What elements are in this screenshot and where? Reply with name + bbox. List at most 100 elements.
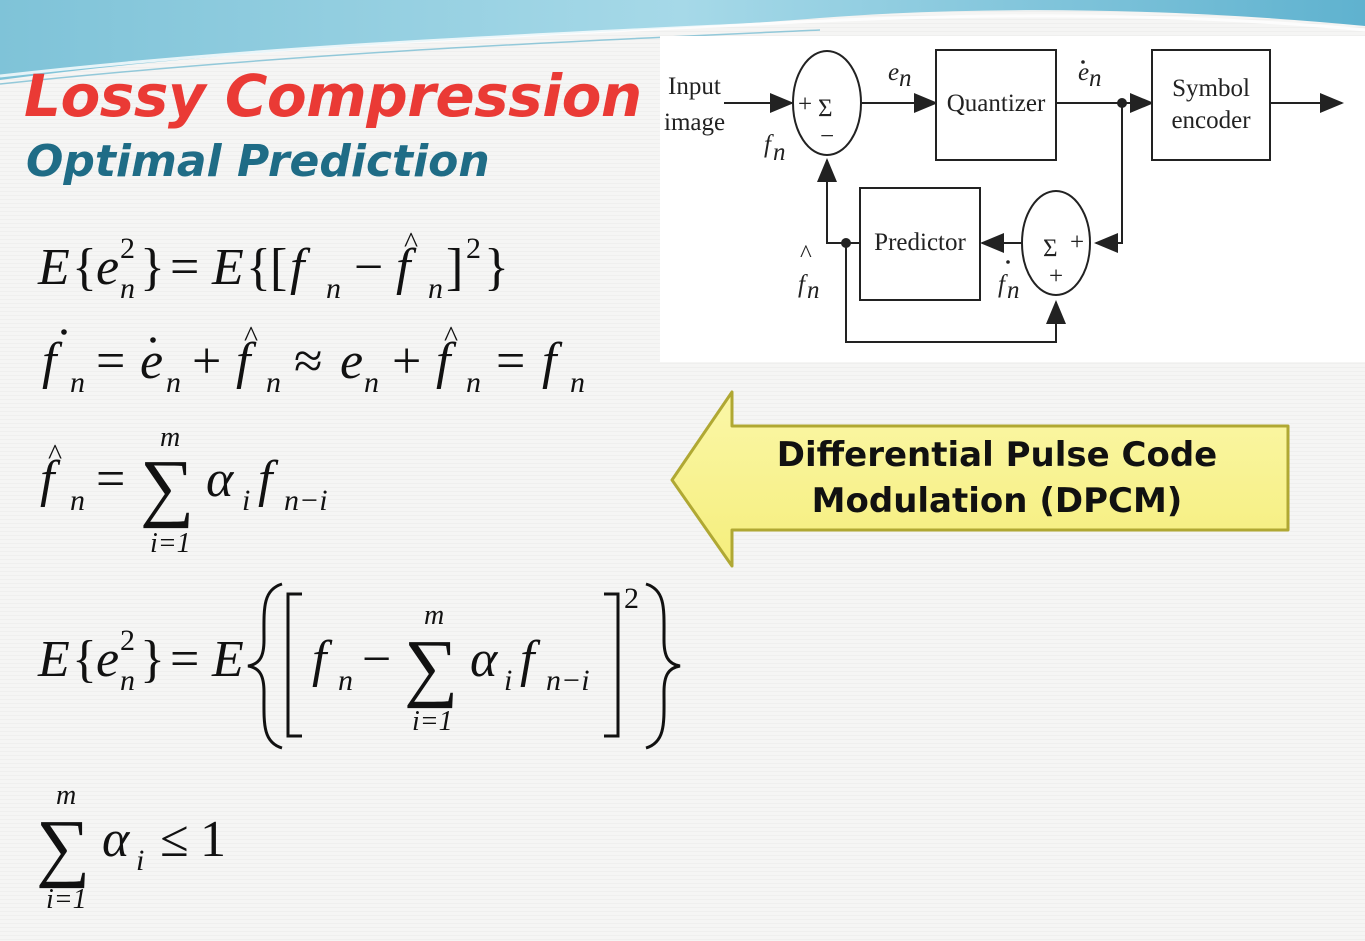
svg-text:n: n [807,277,820,304]
eq1-rbrace: } [140,239,165,296]
eq4-sup: 2 [120,624,135,657]
eq4-f-sub: n [338,664,353,697]
prediction-to-summer-arrow [817,158,846,244]
eq2-e: e [140,333,163,390]
dpcm-block-diagram: + Σ − Quantizer Symbol encoder Predictor… [660,36,1365,362]
label-f-dot-n: f n [998,260,1020,304]
eq4-sum-bottom: i=1 [412,706,453,737]
eq4-big-lbrack [286,592,302,738]
eq4-lbrace: { [72,631,97,688]
eq2-dot [61,329,67,335]
svg-text:n: n [1007,277,1020,304]
eq3-sum-bottom: i=1 [150,528,191,559]
eq3-alpha: α [206,451,235,508]
equation-reconstruction: f n = e n + f ^ n ≈ e n + f ^ n = f n [42,320,585,399]
svg-text:n: n [899,65,912,92]
eq5-one: 1 [200,811,226,868]
eq5-alpha: α [102,811,131,868]
eq2-plus: + [192,333,221,390]
eq5-sum-top: m [56,780,76,811]
eq4-f2-sub: n−i [546,664,590,697]
node-to-lower-summer-arrow [1094,103,1123,253]
eq2-edot [150,337,156,343]
eq4-alpha: α [470,631,499,688]
eq4-e: e [96,631,119,688]
eq1-lbrace: { [72,239,97,296]
svg-text:f: f [798,271,808,298]
eq4-minus: − [362,631,391,688]
eq1-sub: n [120,272,135,305]
eq1-sup2: 2 [466,232,481,265]
dpcm-callout-arrow [670,390,1290,568]
eq4-f: f [312,631,333,688]
eq1-hat: ^ [404,226,418,259]
eq1-f: f [290,239,311,296]
label-f-hat-n: ^ f n [798,241,820,304]
label-e-n: e n [888,59,912,92]
eq2-fhat2-sub: n [466,366,481,399]
eq3-f-sub: n−i [284,484,328,517]
quantizer-block: Quantizer [935,49,1057,161]
eq4-big-rbrack [604,592,620,738]
equation-predictor: f ^ n = m ∑ i=1 α i f n−i [40,422,328,559]
predictor-block: Predictor [859,187,981,301]
lower-summer-sigma: Σ [1043,235,1058,262]
slide-title: Lossy Compression [24,62,642,130]
symbol-encoder-label-line1: Symbol [1172,75,1250,102]
eq2-f2: f [542,333,563,390]
eq1-minus: − [354,239,383,296]
eq4-E2: E [211,631,244,688]
prediction-branch-node [841,238,851,248]
slide-subtitle: Optimal Prediction [26,136,490,187]
eq2-e2-sub: n [364,366,379,399]
quantizer-label: Quantizer [947,90,1046,117]
eq2-plus2: + [392,333,421,390]
eq1-fhat-sub: n [428,272,443,305]
summer-plus-sign: + [798,91,812,118]
eq3-eq: = [96,451,125,508]
eq1-f-sub: n [326,272,341,305]
eq4-E: E [37,631,70,688]
summer-sigma: Σ [818,95,833,122]
error-branch-node [1117,98,1127,108]
eq4-big-rbrace [645,582,681,750]
eq4-alpha-sub: i [504,664,512,697]
summer-minus-sign: − [820,123,834,150]
eq4-sigma: ∑ [404,625,458,709]
eq2-fhat-sub: n [266,366,281,399]
eq1-E2: E [211,239,244,296]
equation-mse: E { e 2 n } = E { [ f n − f ^ n ] 2 } [37,226,509,305]
svg-text:n: n [773,139,786,166]
lower-summer-plus-bottom: + [1049,263,1063,290]
eq1-rbrace2: } [484,239,509,296]
svg-text:f: f [764,131,774,158]
prediction-feedback-arrow [845,243,1066,343]
input-label-line1: Input [668,73,721,100]
eq3-sigma: ∑ [140,445,194,529]
symbol-encoder-label-line2: encoder [1171,107,1251,134]
eq2-e2: e [340,333,363,390]
eq2-eq: = [96,333,125,390]
dpcm-callout-text: Differential Pulse Code Modulation (DPCM… [742,432,1252,524]
eq1-E: E [37,239,70,296]
eq1-lbrace2: { [246,239,271,296]
eq1-lbrack: [ [270,239,287,296]
eq4-f2: f [520,631,541,688]
input-label-line2: image [664,109,725,136]
equation-constraint: m ∑ i=1 α i ≤ 1 [36,780,226,915]
svg-text:^: ^ [800,241,812,268]
eq1-rbrack: ] [446,239,463,296]
eq3-f: f [258,451,279,508]
eq4-eq: = [170,631,199,688]
eq4-sum-top: m [424,600,444,631]
eq1-sup: 2 [120,232,135,265]
eq5-leq: ≤ [160,811,189,868]
eq1-e: e [96,239,119,296]
eq4-rbrace: } [140,631,165,688]
svg-text:n: n [1089,65,1102,92]
eq4-sub: n [120,664,135,697]
header-wave-line [0,29,821,85]
header-wave [0,0,1365,80]
eq2-e-sub: n [166,366,181,399]
